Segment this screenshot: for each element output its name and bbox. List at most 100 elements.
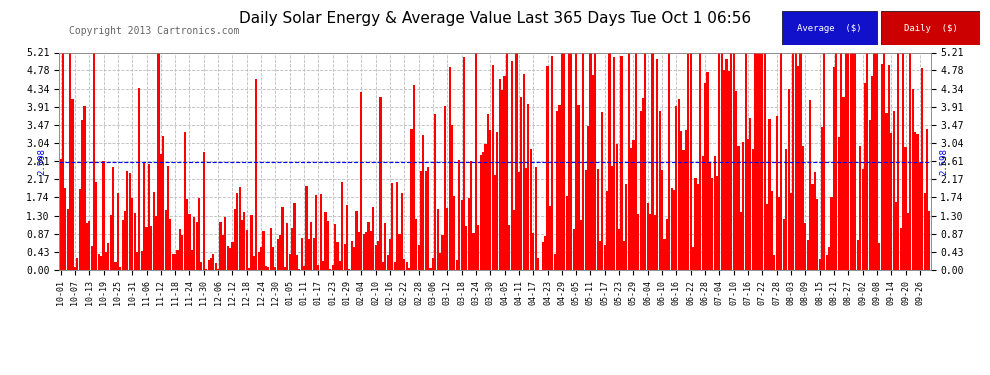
Bar <box>682 150 685 270</box>
Bar <box>585 171 587 270</box>
Bar <box>775 116 778 270</box>
Bar <box>264 266 267 270</box>
Bar <box>98 254 100 270</box>
Bar <box>203 152 205 270</box>
Bar <box>492 65 494 270</box>
Bar <box>733 45 735 270</box>
Bar <box>871 76 873 270</box>
Bar <box>391 183 393 270</box>
Bar <box>824 45 826 270</box>
Bar <box>360 92 362 270</box>
Bar <box>900 228 902 270</box>
Bar <box>244 212 246 270</box>
Bar <box>728 71 730 270</box>
Bar <box>644 45 646 270</box>
Bar <box>284 267 286 270</box>
Bar <box>293 203 296 270</box>
Bar <box>451 125 453 270</box>
Bar <box>129 173 131 270</box>
Bar <box>780 45 782 270</box>
Bar <box>181 235 183 270</box>
Bar <box>508 225 511 270</box>
Bar <box>339 261 341 270</box>
Bar <box>633 140 635 270</box>
Bar <box>208 260 210 270</box>
Bar <box>917 134 919 270</box>
Bar <box>489 130 491 270</box>
Bar <box>215 263 217 270</box>
Bar <box>587 126 589 270</box>
Bar <box>78 189 81 270</box>
Bar <box>146 227 148 270</box>
Bar <box>511 61 513 270</box>
Bar <box>816 199 819 270</box>
Bar <box>709 162 711 270</box>
Bar <box>444 106 446 270</box>
Bar <box>856 240 859 270</box>
Bar <box>919 164 921 270</box>
Bar <box>761 45 763 270</box>
Bar <box>274 267 276 270</box>
Bar <box>164 210 166 270</box>
Bar <box>86 223 88 270</box>
Bar <box>661 170 663 270</box>
Bar <box>924 193 926 270</box>
Bar <box>148 164 149 270</box>
Text: Average  ($): Average ($) <box>797 24 862 33</box>
Text: Copyright 2013 Cartronics.com: Copyright 2013 Cartronics.com <box>69 26 240 36</box>
Bar <box>88 220 90 270</box>
Bar <box>332 266 334 270</box>
Bar <box>210 258 212 270</box>
Bar <box>740 212 742 270</box>
Bar <box>670 188 672 270</box>
Bar <box>460 200 462 270</box>
Bar <box>546 66 548 270</box>
Bar <box>558 105 560 270</box>
Bar <box>628 45 630 270</box>
Bar <box>864 83 866 270</box>
Bar <box>487 114 489 270</box>
Bar <box>723 70 726 270</box>
Bar <box>866 46 868 270</box>
Bar <box>237 193 239 270</box>
Bar <box>828 247 831 270</box>
Bar <box>773 255 775 270</box>
Bar <box>577 105 579 270</box>
Bar <box>167 166 169 270</box>
Bar <box>396 182 398 270</box>
Bar <box>281 207 284 270</box>
Bar <box>742 142 744 270</box>
Bar <box>477 225 479 270</box>
Bar <box>771 191 773 270</box>
Bar <box>499 80 501 270</box>
Bar <box>115 262 117 270</box>
Bar <box>663 239 665 270</box>
Bar <box>415 219 418 270</box>
Bar <box>448 67 450 270</box>
Bar <box>766 204 768 270</box>
Bar <box>76 258 78 270</box>
Bar <box>355 211 357 270</box>
Bar <box>183 132 186 270</box>
Bar <box>613 57 616 270</box>
Bar <box>475 45 477 270</box>
Bar <box>310 222 312 270</box>
Bar <box>413 85 415 270</box>
Bar <box>844 45 846 270</box>
Bar <box>841 45 842 270</box>
Bar <box>346 206 348 270</box>
Bar <box>883 45 885 270</box>
Bar <box>427 167 430 270</box>
Bar <box>107 243 110 270</box>
Bar <box>289 254 291 270</box>
Bar <box>630 148 633 270</box>
Bar <box>849 45 851 270</box>
Bar <box>365 232 367 270</box>
Bar <box>516 45 518 270</box>
Bar <box>141 251 143 270</box>
Bar <box>826 255 828 270</box>
Bar <box>296 255 298 270</box>
Bar <box>656 59 658 270</box>
Bar <box>666 219 668 270</box>
Bar <box>59 159 61 270</box>
